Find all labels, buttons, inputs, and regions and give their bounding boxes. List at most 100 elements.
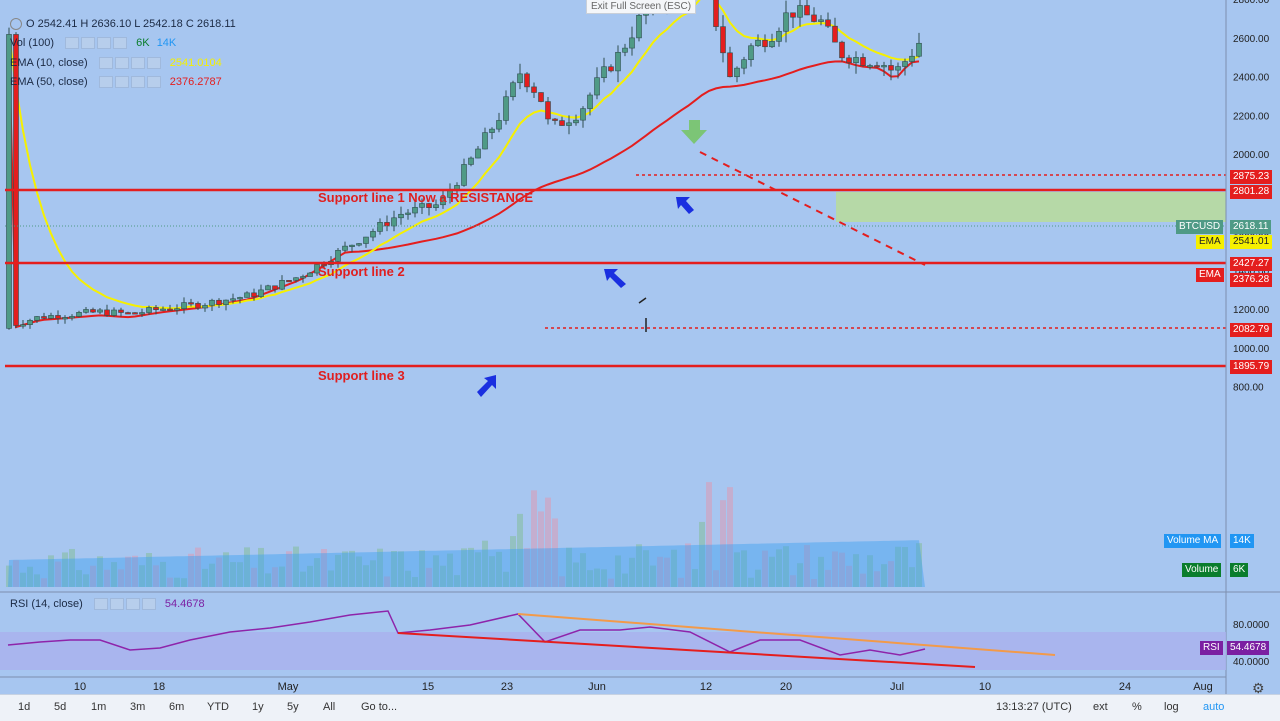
time-tick-label: 10: [979, 681, 991, 693]
volume-bar: [636, 544, 642, 587]
volume-bar: [496, 551, 502, 587]
more-icon[interactable]: [146, 76, 161, 89]
volume-bar: [720, 500, 726, 587]
candle-body: [594, 77, 600, 96]
volume-bar: [412, 577, 418, 587]
eye-icon[interactable]: [93, 598, 108, 611]
volume-bar: [230, 562, 236, 587]
candle-body: [272, 285, 278, 290]
eye-icon[interactable]: [65, 37, 80, 50]
volume-bar: [6, 565, 12, 587]
eye-icon[interactable]: [98, 57, 113, 70]
ema10-value: 2541.0104: [169, 57, 222, 69]
candle-body: [48, 315, 54, 319]
candle-body: [559, 120, 565, 126]
range-ytd[interactable]: YTD: [207, 701, 229, 713]
candle-body: [160, 308, 166, 311]
clock: 13:13:27 (UTC): [996, 701, 1072, 713]
volume-ma-fill: [8, 540, 925, 587]
volume-bar: [706, 482, 712, 587]
auto-toggle[interactable]: auto: [1203, 701, 1225, 713]
candle-body: [496, 120, 502, 130]
candle-body: [510, 82, 516, 98]
volume-bar: [853, 554, 859, 587]
volume-bar: [188, 553, 194, 587]
candle-body: [769, 41, 775, 48]
candle-body: [531, 86, 537, 93]
candle-body: [545, 101, 551, 120]
time-axis: 10 18 May 15 23 Jun 12 20 Jul 10 24 Aug: [74, 681, 1213, 693]
candle-body: [391, 217, 397, 227]
close-icon[interactable]: [97, 37, 112, 50]
range-5y[interactable]: 5y: [287, 701, 299, 713]
ema10-path: [8, 0, 920, 310]
candle-body: [811, 14, 817, 22]
candle-body: [335, 249, 341, 262]
settings-icon[interactable]: [81, 37, 96, 50]
volume-bar: [461, 548, 467, 587]
volume-bar: [657, 556, 663, 587]
ema50-legend[interactable]: EMA (50, close) 2376.2787: [10, 76, 222, 89]
rsi-line: [7, 610, 926, 656]
volume-bar: [867, 555, 873, 587]
blue-arrow-icon: [477, 375, 496, 397]
candle-body: [734, 67, 740, 78]
candle-body: [139, 312, 145, 315]
more-icon[interactable]: [141, 598, 156, 611]
close-icon[interactable]: [130, 57, 145, 70]
volume-bar: [545, 497, 551, 587]
range-3m[interactable]: 3m: [130, 701, 146, 713]
price-tick-label: 2000.00: [1233, 150, 1270, 161]
price-tick-label: 2400.00: [1233, 73, 1270, 84]
price-tick-label: 1400.00: [1233, 266, 1270, 277]
goto-button[interactable]: Go to...: [361, 701, 398, 713]
volume-bar: [573, 562, 579, 587]
candle-body: [713, 0, 719, 27]
price-label-2427: 2427.27: [1230, 257, 1273, 271]
percent-toggle[interactable]: %: [1132, 701, 1142, 713]
ohlc-legend: O 2542.41 H 2636.10 L 2542.18 C 2618.11: [10, 18, 236, 31]
volume-bar: [13, 560, 19, 587]
ema10-legend[interactable]: EMA (10, close) 2541.0104: [10, 57, 222, 70]
range-1d[interactable]: 1d: [18, 701, 31, 713]
settings-icon[interactable]: [109, 598, 124, 611]
candle-body: [363, 236, 369, 244]
settings-icon[interactable]: [114, 76, 129, 89]
range-all[interactable]: All: [323, 701, 336, 713]
exit-fullscreen-button[interactable]: Exit Full Screen (ESC): [586, 0, 697, 14]
volume-bar: [447, 553, 453, 587]
ema50-label: EMA (50, close): [10, 76, 88, 88]
eye-icon[interactable]: [98, 76, 113, 89]
volume-bar: [832, 551, 838, 587]
ema50-value: 2376.2787: [169, 76, 222, 88]
volume-bar: [454, 575, 460, 587]
volume-bar: [650, 565, 656, 587]
more-icon[interactable]: [113, 37, 128, 50]
range-6m[interactable]: 6m: [169, 701, 185, 713]
price-tick-label: 1000.00: [1233, 344, 1270, 355]
close-icon[interactable]: [125, 598, 140, 611]
volume-bar: [797, 563, 803, 587]
volume-bar: [97, 556, 103, 587]
close-icon[interactable]: [130, 76, 145, 89]
range-1y[interactable]: 1y: [252, 701, 264, 713]
vol-legend[interactable]: Vol (100) 6K 14K: [10, 37, 176, 50]
log-toggle[interactable]: log: [1164, 701, 1179, 713]
settings-icon[interactable]: [114, 57, 129, 70]
more-icon[interactable]: [146, 57, 161, 70]
rsi-legend[interactable]: RSI (14, close) 54.4678: [10, 598, 205, 611]
candle-body: [27, 319, 33, 325]
candle-body: [90, 309, 96, 313]
range-1m[interactable]: 1m: [91, 701, 107, 713]
range-5d[interactable]: 5d: [54, 701, 67, 713]
resistance-zone: [836, 192, 1226, 222]
symbol-dot-icon[interactable]: [10, 18, 22, 31]
rsi-band: [0, 632, 1226, 670]
settings-gear-icon[interactable]: ⚙: [1252, 680, 1265, 696]
price-tick-label: 1200.00: [1233, 305, 1270, 316]
price-tick-label: 2800.00: [1233, 0, 1270, 6]
price-axis-bg[interactable]: [1226, 0, 1280, 592]
price-label-2801: 2801.28: [1230, 185, 1273, 199]
ext-toggle[interactable]: ext: [1093, 701, 1108, 713]
